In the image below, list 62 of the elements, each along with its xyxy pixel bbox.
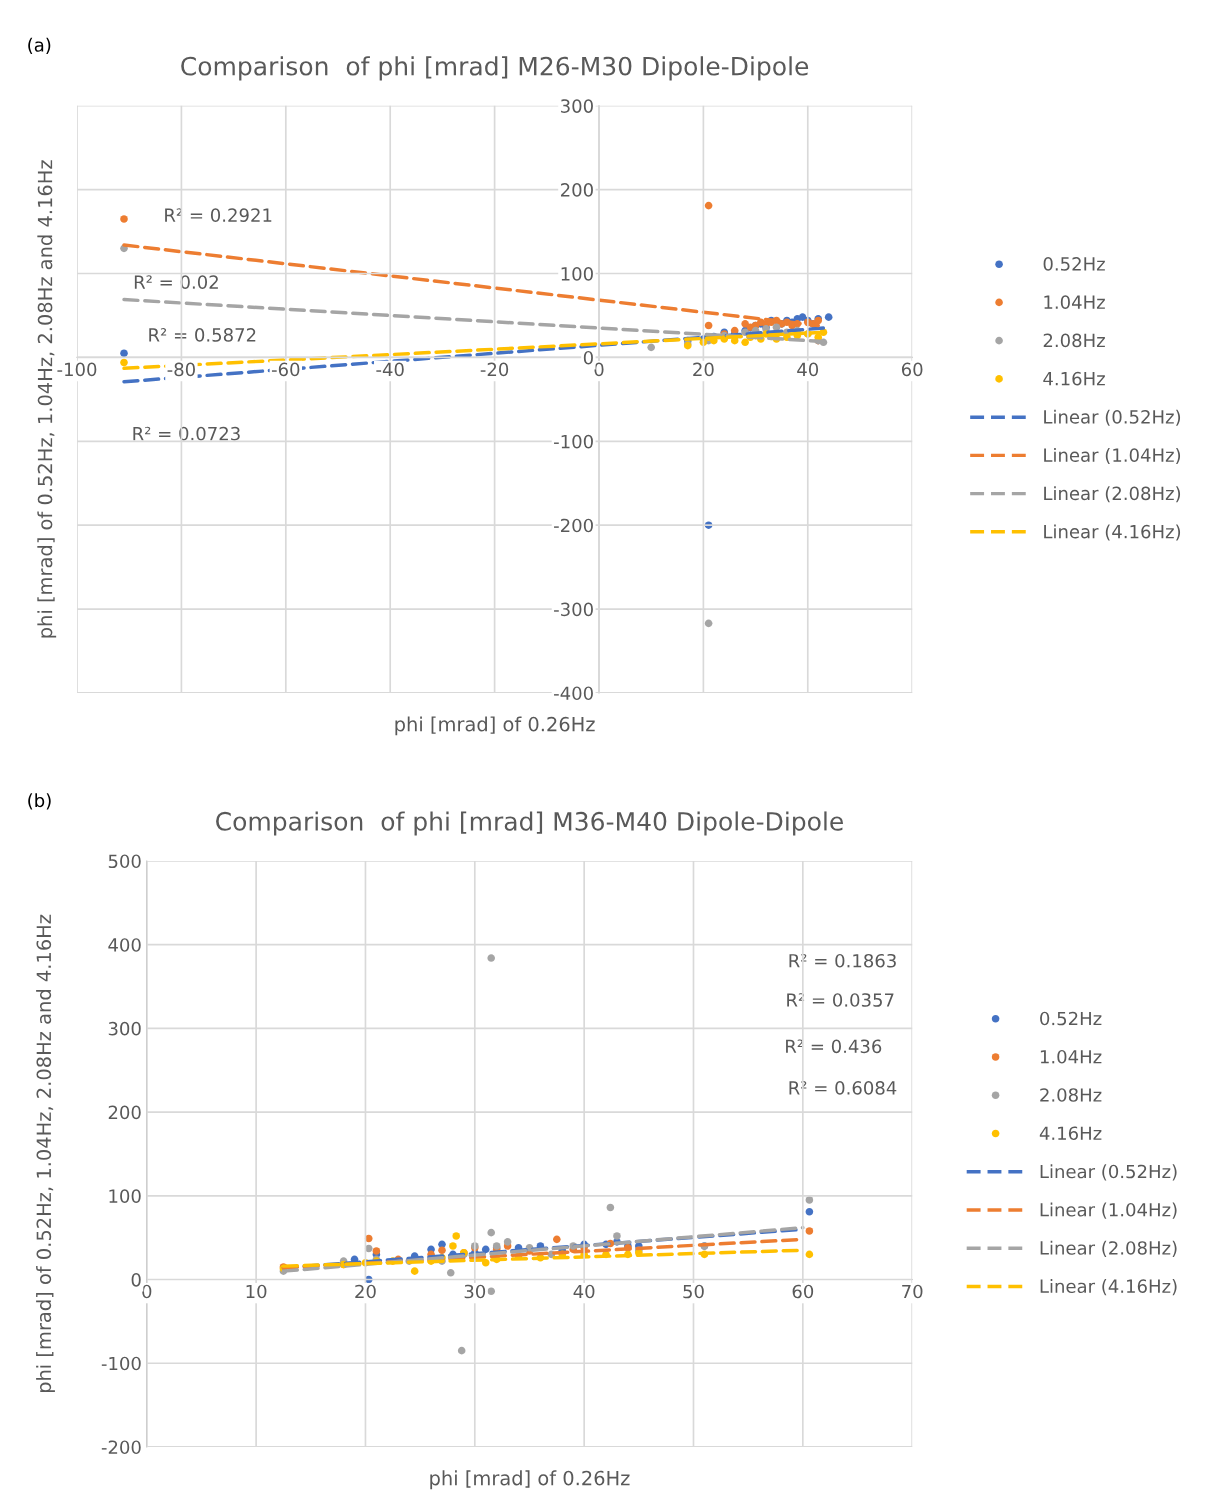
y-tick-label: 100	[109, 1189, 141, 1203]
legend-label: 0.52Hz	[1043, 257, 1105, 271]
y-tick-label: -200	[554, 518, 593, 533]
text: (a)	[28, 37, 51, 54]
annotation: R² = 0.2921	[165, 208, 272, 222]
x-tick-label: -20	[480, 362, 509, 377]
legend-label: 0.52Hz	[1040, 1011, 1102, 1026]
y-tick-label: 200	[108, 1105, 141, 1120]
x-tick-label: 20	[693, 362, 714, 377]
legend-label: 4.16Hz	[1043, 371, 1105, 386]
x-tick-label: -100	[57, 362, 97, 377]
legend-label: Linear (2.08Hz)	[1040, 1240, 1177, 1257]
annotation: R² = 0.0357	[787, 993, 894, 1007]
legend-label: Linear (4.16Hz)	[1040, 1279, 1177, 1296]
x-tick-label: -80	[167, 362, 195, 377]
x-axis-title: phi [mrad] of 0.26Hz	[395, 716, 595, 736]
x-axis-title: phi [mrad] of 0.26Hz	[430, 1470, 630, 1490]
y-tick-label: 400	[108, 938, 141, 952]
y-axis-title: phi [mrad] of 0.52Hz, 1.04Hz, 2.08Hz and 4.16Hz	[37, 160, 57, 638]
x-tick-label: -60	[271, 362, 300, 377]
y-tick-label: -200	[101, 1440, 141, 1455]
y-tick-label: 200	[560, 183, 593, 197]
y-tick-label: 300	[561, 99, 593, 113]
legend-label: Linear (1.04Hz)	[1040, 1202, 1177, 1219]
legend-label: 2.08Hz	[1040, 1088, 1102, 1102]
y-tick-label: -100	[554, 434, 593, 449]
x-tick-label: 60	[792, 1284, 814, 1299]
x-tick-label: 20	[355, 1284, 376, 1299]
y-tick-label: 500	[108, 854, 141, 869]
y-tick-label: -100	[101, 1356, 141, 1371]
legend-label: 1.04Hz	[1040, 1049, 1102, 1064]
y-tick-label: -400	[554, 686, 593, 701]
annotation: R² = 0.436	[786, 1039, 882, 1054]
y-tick-label: 0	[583, 350, 593, 365]
chart-title: Comparison of phi [mrad] M36-M40 Dipole-Dipole	[216, 811, 843, 836]
x-tick-label: 50	[683, 1284, 704, 1299]
y-tick-label: -300	[554, 602, 593, 617]
x-tick-label: 10	[246, 1284, 267, 1299]
y-tick-label: 0	[131, 1272, 141, 1287]
y-tick-label: 300	[108, 1021, 141, 1036]
legend-label: Linear (0.52Hz)	[1044, 409, 1181, 426]
x-tick-label: 40	[797, 362, 819, 377]
y-tick-label: 100	[561, 266, 593, 281]
x-tick-label: 0	[594, 362, 604, 377]
x-tick-label: -40	[376, 362, 404, 377]
legend-label: Linear (0.52Hz)	[1040, 1164, 1177, 1181]
y-axis-title: phi [mrad] of 0.52Hz, 1.04Hz, 2.08Hz and 4.16Hz	[36, 914, 55, 1393]
legend-label: Linear (4.16Hz)	[1044, 524, 1181, 541]
annotation: R² = 0.0723	[133, 426, 240, 441]
x-tick-label: 70	[902, 1284, 923, 1299]
x-tick-label: 40	[573, 1284, 595, 1299]
legend-label: 4.16Hz	[1039, 1126, 1102, 1141]
legend-label: 1.04Hz	[1044, 295, 1105, 309]
text: (b)	[28, 793, 51, 810]
x-tick-label: 30	[464, 1284, 486, 1299]
legend-label: Linear (1.04Hz)	[1044, 447, 1181, 465]
chart-title: Comparison of phi [mrad] M26-M30 Dipole-Dipole	[181, 56, 809, 81]
x-tick-label: 60	[901, 362, 923, 377]
annotation: R² = 0.02	[134, 275, 218, 289]
legend-label: 2.08Hz	[1043, 333, 1105, 348]
x-tick-label: 0	[142, 1284, 152, 1299]
legend-label: Linear (2.08Hz)	[1044, 486, 1181, 503]
